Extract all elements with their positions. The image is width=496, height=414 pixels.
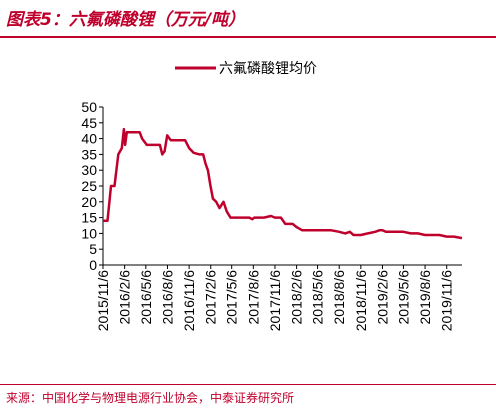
- x-axis: 2015/11/6 2016/2/6 2016/5/6 2016/8/6 2016/11…: [95, 264, 462, 331]
- x-tick-label: 2018/11/6: [353, 270, 369, 331]
- x-tick-label: 2017/5/6: [224, 270, 240, 325]
- source-note: 来源：中国化学与物理电源行业协会，中泰证券研究所: [6, 391, 295, 405]
- y-tick-label: 15: [81, 210, 97, 226]
- legend-label: 六氟磷酸锂均价: [219, 61, 317, 77]
- y-tick-label: 40: [81, 131, 97, 147]
- y-tick-label: 25: [81, 178, 97, 194]
- x-tick-label: 2018/5/6: [310, 270, 326, 325]
- x-tick-label: 2018/8/6: [331, 270, 347, 325]
- y-tick-label: 45: [81, 115, 97, 131]
- x-tick-label: 2015/11/6: [95, 270, 111, 331]
- y-tick-label: 10: [81, 225, 97, 241]
- legend: 六氟磷酸锂均价: [175, 61, 317, 77]
- series-line: [103, 127, 463, 240]
- plot-area: [103, 127, 463, 240]
- chart-title: 图表5：六氟磷酸锂（万元/吨）: [6, 10, 246, 30]
- y-tick-label: 20: [81, 194, 97, 210]
- x-tick-label: 2016/8/6: [159, 270, 175, 325]
- title-divider: [0, 36, 496, 38]
- y-tick-label: 50: [81, 99, 97, 115]
- x-tick-label: 2016/11/6: [181, 270, 197, 331]
- y-tick-label: 30: [81, 162, 97, 178]
- x-tick-label: 2019/11/6: [439, 270, 455, 331]
- x-tick-label: 2019/5/6: [395, 270, 411, 325]
- source-divider: [0, 384, 496, 385]
- x-tick-label: 2017/8/6: [245, 270, 261, 325]
- x-tick-label: 2018/2/6: [289, 270, 305, 325]
- x-tick-label: 2017/11/6: [267, 270, 283, 331]
- y-tick-label: 0: [89, 257, 97, 273]
- y-tick-label: 5: [89, 241, 97, 257]
- x-tick-label: 2019/2/6: [374, 270, 390, 325]
- y-tick-label: 35: [81, 146, 97, 162]
- x-tick-label: 2019/8/6: [417, 270, 433, 325]
- x-tick-label: 2016/5/6: [138, 270, 154, 325]
- x-tick-label: 2016/2/6: [117, 270, 133, 325]
- x-tick-label: 2017/2/6: [203, 270, 219, 325]
